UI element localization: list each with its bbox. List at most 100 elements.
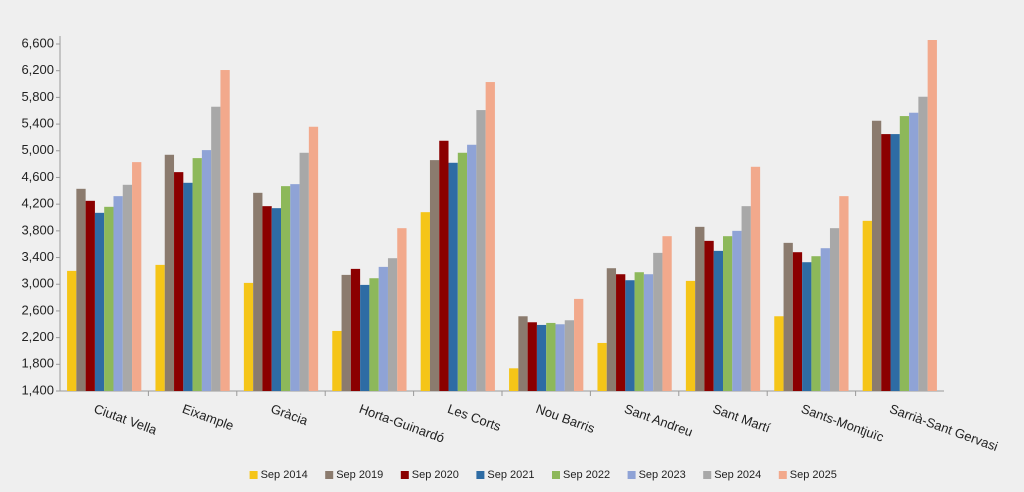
bar	[476, 110, 486, 391]
bar	[281, 186, 291, 391]
x-tick-label: Horta-Guinardó	[357, 401, 446, 446]
bar	[350, 268, 361, 391]
x-tick-label: Sarrià-Sant Gervasi	[888, 401, 1001, 454]
bar	[839, 196, 849, 391]
bar	[634, 272, 644, 391]
y-tick-label: 5,400	[21, 116, 54, 131]
bar	[811, 256, 821, 391]
x-tick-label: Sant Martí	[711, 401, 773, 436]
bar	[685, 280, 696, 391]
bar	[774, 316, 784, 391]
bar	[378, 266, 388, 391]
bar	[387, 258, 398, 391]
bar	[518, 316, 528, 391]
legend-swatch	[249, 471, 258, 479]
bar	[829, 228, 840, 391]
bar	[643, 274, 654, 391]
bar	[527, 322, 537, 391]
bar	[448, 162, 458, 391]
bar	[308, 126, 319, 391]
bar	[220, 70, 230, 391]
bar	[802, 262, 812, 391]
bar	[67, 270, 77, 391]
legend-label: Sep 2021	[487, 469, 534, 481]
bar	[122, 184, 133, 391]
bar	[713, 250, 723, 391]
bar	[467, 144, 477, 391]
bar	[201, 150, 212, 391]
bar	[113, 196, 123, 391]
bar	[625, 280, 635, 391]
y-tick-label: 5,000	[21, 142, 54, 157]
x-tick-label: Nou Barris	[534, 401, 597, 436]
bar	[704, 240, 714, 391]
legend-label: Sep 2025	[790, 469, 837, 481]
bar	[695, 226, 705, 391]
y-tick-label: 5,800	[21, 89, 54, 104]
bar	[927, 40, 937, 392]
x-tick-label: Ciutat Vella	[92, 401, 160, 438]
bar	[899, 116, 910, 391]
bar	[909, 112, 919, 392]
bar	[457, 152, 468, 391]
legend-label: Sep 2023	[639, 469, 686, 481]
bar	[132, 162, 142, 391]
y-tick-label: 3,800	[21, 222, 54, 237]
y-tick-label: 6,600	[21, 35, 54, 50]
bar	[211, 106, 221, 391]
bar	[485, 82, 495, 391]
y-tick-label: 4,200	[21, 196, 54, 211]
bar	[104, 206, 114, 391]
bar	[341, 274, 351, 391]
x-tick-label: Les Corts	[446, 401, 504, 434]
legend-swatch	[476, 471, 485, 479]
bar	[574, 298, 584, 391]
bar	[290, 184, 300, 391]
bar	[741, 206, 751, 391]
bar	[546, 322, 556, 391]
legend-swatch	[778, 471, 787, 479]
legend-label: Sep 2024	[714, 469, 761, 481]
bar	[918, 96, 928, 391]
x-tick-label: Sant Andreu	[622, 401, 694, 440]
bar	[723, 236, 733, 391]
legend-swatch	[325, 471, 334, 479]
legend-swatch	[400, 471, 409, 479]
y-tick-label: 3,000	[21, 276, 54, 291]
legend-swatch	[552, 471, 560, 479]
bar	[616, 274, 626, 391]
bar	[360, 284, 370, 391]
bar	[732, 230, 742, 391]
legend-swatch	[703, 471, 712, 479]
y-tick-label: 4,600	[21, 169, 54, 184]
y-tick-label: 1,800	[21, 356, 54, 371]
bar	[85, 200, 95, 391]
bar	[881, 134, 891, 391]
bar	[555, 324, 565, 391]
y-tick-label: 2,200	[21, 329, 54, 344]
bar	[439, 140, 449, 391]
bar	[662, 236, 672, 391]
x-tick-label: Sants-Montjuïc	[799, 401, 886, 445]
bar	[597, 342, 607, 391]
bar	[94, 212, 105, 391]
bar	[164, 154, 175, 391]
bar	[253, 192, 263, 391]
x-tick-label: Gràcia	[269, 401, 311, 428]
y-tick-label: 6,200	[21, 62, 54, 77]
bar	[243, 282, 254, 391]
bar	[76, 188, 86, 391]
legend-label: Sep 2014	[261, 469, 308, 481]
bar	[509, 368, 519, 391]
bar	[420, 212, 430, 391]
bar	[750, 166, 761, 391]
bar	[299, 152, 309, 391]
bar	[890, 134, 900, 391]
x-tick-label: Eixample	[180, 401, 235, 433]
y-tick-label: 2,600	[21, 302, 54, 317]
legend-label: Sep 2022	[563, 469, 610, 481]
bar	[564, 320, 575, 391]
bar	[792, 252, 803, 391]
bar	[871, 120, 882, 391]
